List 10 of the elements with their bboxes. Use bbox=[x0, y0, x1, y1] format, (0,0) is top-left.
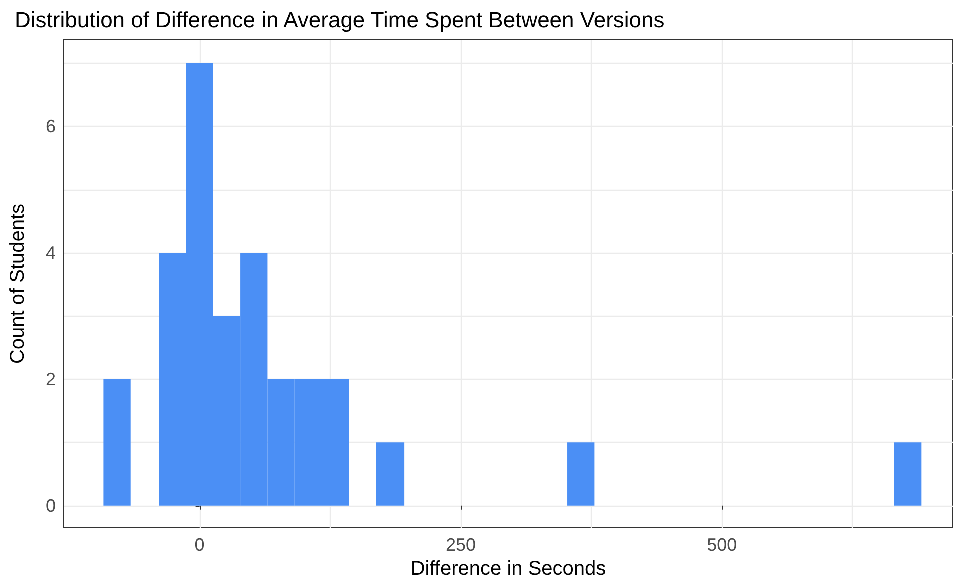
y-tick-label: 2 bbox=[46, 369, 56, 390]
x-tick-label: 500 bbox=[707, 535, 738, 555]
chart-title: Distribution of Difference in Average Time Spent Between Versions bbox=[15, 8, 665, 32]
y-tick-label: 0 bbox=[46, 496, 56, 516]
y-axis-title: Count of Students bbox=[7, 204, 29, 364]
y-tick-label: 4 bbox=[46, 243, 56, 264]
x-tick-label: 250 bbox=[446, 535, 476, 555]
x-axis-title: Difference in Seconds bbox=[410, 558, 606, 580]
y-tick-label: 6 bbox=[46, 116, 56, 137]
x-tick-label: 0 bbox=[194, 535, 205, 555]
